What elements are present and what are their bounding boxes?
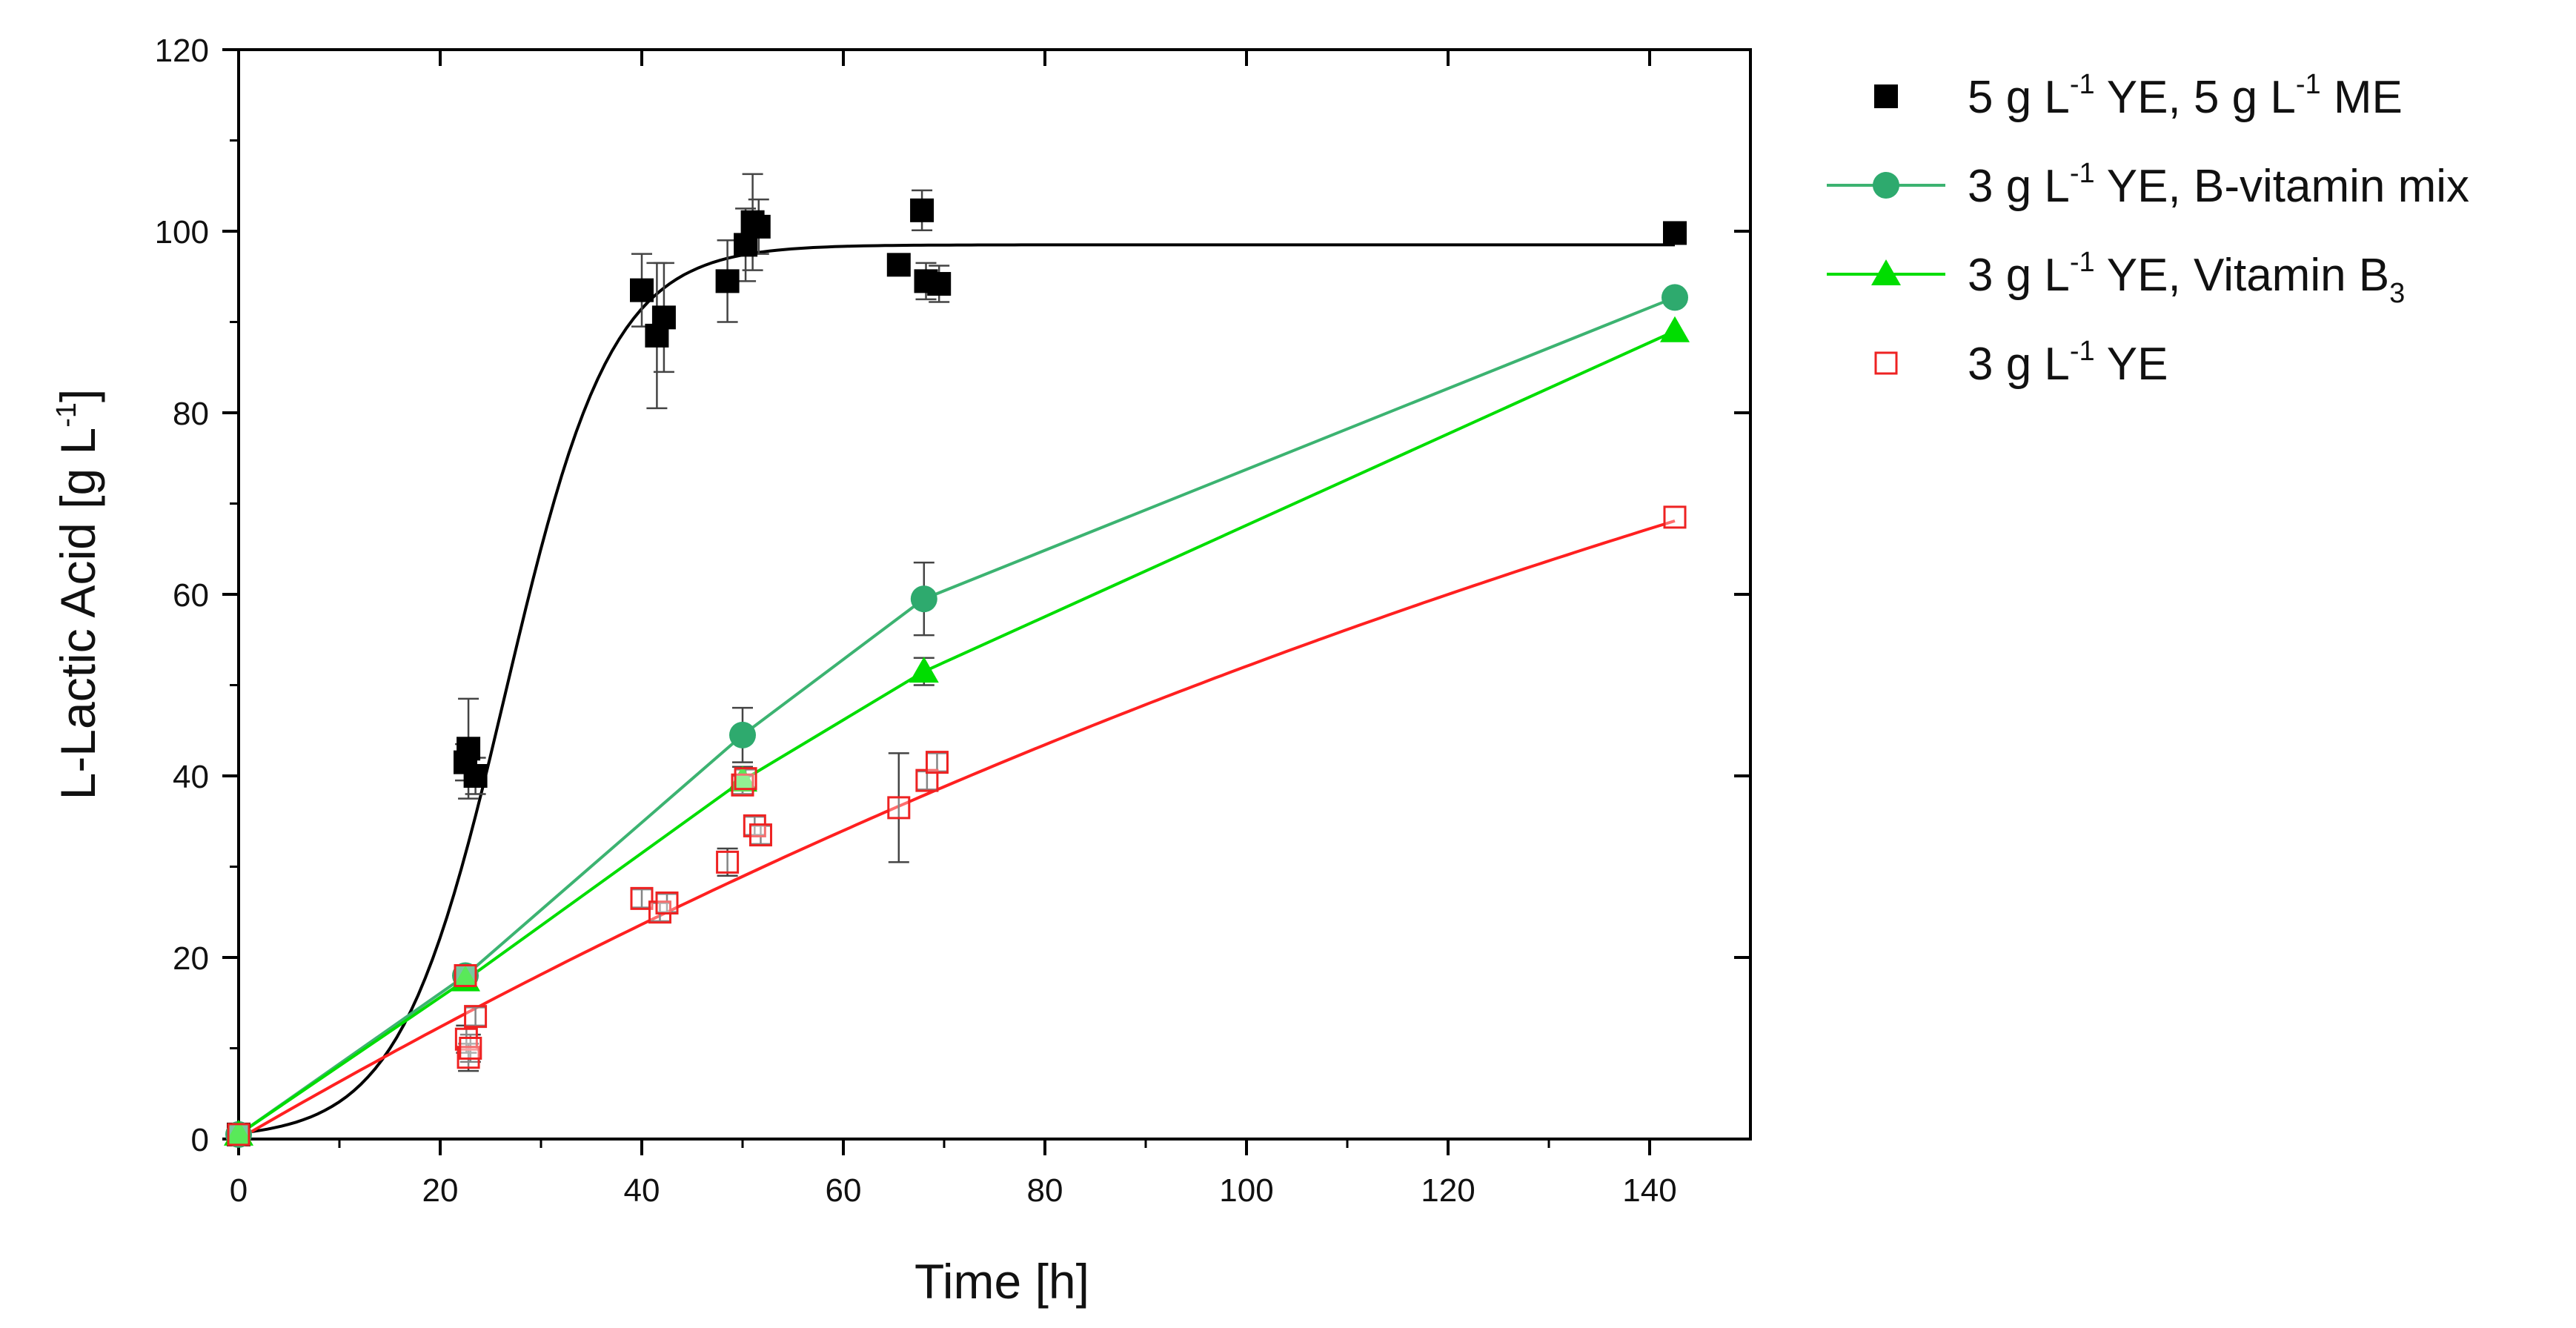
series-lines-group	[237, 243, 1676, 1141]
legend-label-part: -1	[2296, 69, 2321, 100]
x-tick-label: 20	[422, 1172, 459, 1209]
point-s4	[655, 892, 679, 914]
point-s4	[459, 1037, 482, 1060]
y-axis-title: L-Lactic Acid [g L-1]	[50, 389, 105, 800]
point-s4	[464, 1005, 488, 1029]
legend-label-part: 3 g L	[1968, 250, 2070, 301]
axes-group: 0 20 40 60 80 100 120 140 0 20 40 60 80 100 120	[155, 33, 1752, 1209]
point-s4	[648, 900, 671, 924]
y-tick-label: 0	[191, 1122, 209, 1158]
point-s2	[910, 585, 937, 613]
point-s1	[927, 272, 952, 296]
y-axis-title-sup: -1	[51, 402, 82, 428]
legend-label-part: 5 g L	[1968, 72, 2070, 123]
legend-label-part: 3	[2389, 278, 2405, 309]
legend-label: 3 g L-1 YE, Vitamin B3	[1968, 247, 2405, 309]
legend-item-s3: 3 g L-1 YE, Vitamin B3	[1827, 247, 2405, 309]
x-tick-label: 120	[1421, 1172, 1475, 1209]
legend-marker	[1871, 259, 1901, 285]
y-tick-label: 20	[173, 940, 209, 977]
error-bars-group	[228, 173, 950, 1141]
y-tick-label: 60	[173, 577, 209, 614]
y-tick-label: 40	[173, 759, 209, 795]
legend-item-s1: 5 g L-1 YE, 5 g L-1 ME	[1874, 69, 2403, 123]
point-s1	[910, 198, 935, 222]
y-axis-title-main: L-Lactic Acid [g L	[50, 428, 105, 800]
legend-label: 3 g L-1 YE, B-vitamin mix	[1968, 158, 2469, 212]
point-s3	[224, 1119, 253, 1146]
x-axis-title: Time [h]	[914, 1254, 1089, 1309]
legend: 5 g L-1 YE, 5 g L-1 ME3 g L-1 YE, B-vita…	[1827, 69, 2469, 390]
legend-label-part: YE, Vitamin B	[2095, 250, 2389, 301]
point-s2	[1662, 284, 1688, 311]
point-s3	[1660, 316, 1690, 342]
legend-label-part: YE, 5 g L	[2095, 72, 2296, 123]
legend-label-part: 3 g L	[1968, 161, 2070, 212]
y-tick-label: 100	[155, 214, 209, 250]
point-s4	[925, 751, 949, 774]
legend-label-part: ME	[2321, 72, 2403, 123]
point-s1	[463, 764, 488, 788]
point-s4	[887, 796, 911, 820]
x-tick-label: 0	[230, 1172, 248, 1209]
point-s4	[734, 767, 757, 791]
point-s4	[1663, 505, 1687, 529]
fit-curve-s4	[238, 519, 1676, 1141]
point-s1	[746, 214, 771, 239]
legend-item-s2: 3 g L-1 YE, B-vitamin mix	[1827, 158, 2469, 212]
point-s4	[227, 1123, 250, 1146]
markers-group	[224, 198, 1690, 1148]
legend-label-part: -1	[2070, 69, 2095, 100]
series-line-s3	[237, 329, 1676, 1136]
point-s1	[886, 253, 911, 277]
point-s1	[630, 278, 654, 302]
point-s4	[743, 814, 766, 837]
legend-marker	[1874, 351, 1898, 375]
legend-label-part: YE, B-vitamin mix	[2095, 161, 2469, 212]
point-s4	[716, 850, 740, 874]
legend-label-part: -1	[2070, 336, 2095, 367]
point-s1	[715, 269, 740, 293]
point-s3	[909, 657, 939, 683]
point-s4	[748, 823, 772, 847]
x-tick-label: 40	[624, 1172, 660, 1209]
legend-marker	[1874, 84, 1898, 108]
x-tick-label: 60	[826, 1172, 862, 1209]
series-line-s2	[237, 296, 1676, 1136]
legend-marker	[1873, 172, 1899, 199]
point-s1	[457, 737, 481, 761]
y-tick-label: 120	[155, 33, 209, 69]
point-s2	[729, 721, 756, 748]
legend-label-part: -1	[2070, 158, 2095, 189]
fit-curve-s1	[238, 243, 1675, 1135]
point-s1	[651, 305, 676, 330]
x-tick-label: 100	[1219, 1172, 1273, 1209]
legend-label-part: 3 g L	[1968, 339, 2070, 390]
x-tick-label: 140	[1622, 1172, 1676, 1209]
y-axis-title-end: ]	[50, 389, 105, 402]
legend-label: 5 g L-1 YE, 5 g L-1 ME	[1968, 69, 2403, 123]
point-s1	[1663, 221, 1687, 245]
point-s3	[451, 965, 480, 992]
legend-label: 3 g L-1 YE	[1968, 336, 2168, 390]
legend-label-part: YE	[2095, 339, 2168, 390]
legend-item-s4: 3 g L-1 YE	[1874, 336, 2168, 390]
y-tick-label: 80	[173, 396, 209, 432]
point-s4	[457, 1046, 480, 1069]
legend-label-part: -1	[2070, 247, 2095, 278]
x-tick-label: 80	[1027, 1172, 1063, 1209]
point-s4	[454, 964, 477, 987]
